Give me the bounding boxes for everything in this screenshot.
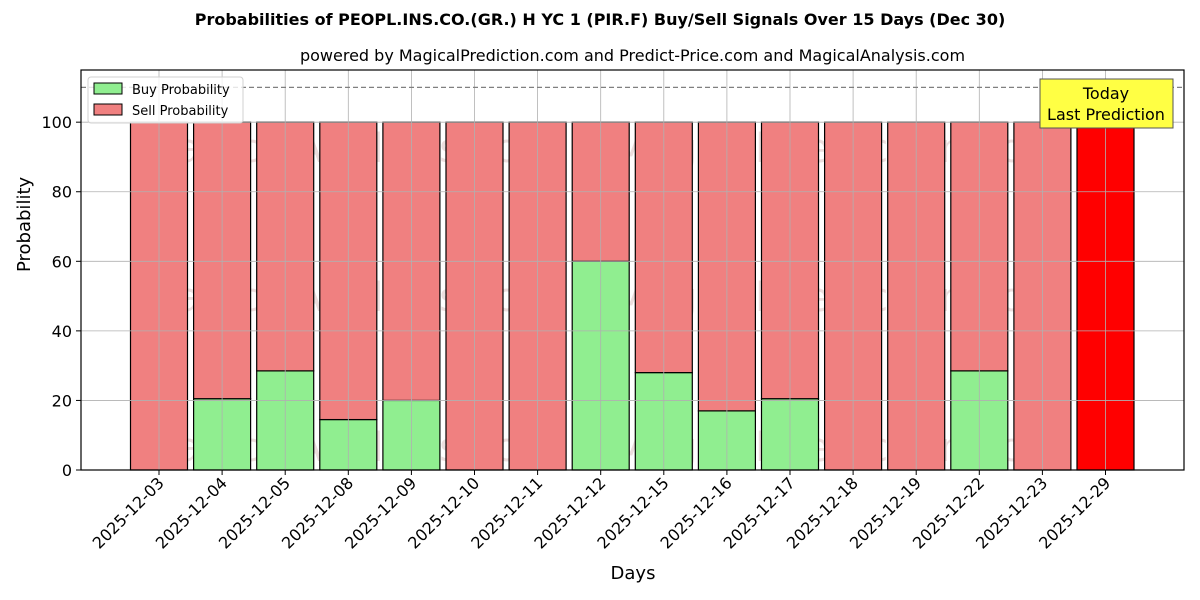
y-tick-label: 100 (41, 113, 72, 132)
y-tick-label: 60 (52, 252, 72, 271)
y-tick-label: 40 (52, 322, 72, 341)
chart-title: Probabilities of PEOPL.INS.CO.(GR.) H YC… (194, 10, 1006, 29)
grid-lines (81, 70, 1184, 471)
y-tick-label: 80 (52, 183, 72, 202)
legend-swatch (93, 103, 123, 116)
legend: Buy Probability Sell Probability (87, 76, 244, 124)
y-tick-label: 20 (52, 391, 72, 410)
last-prediction-label: Last Prediction (1047, 105, 1165, 124)
y-axis-label: Probability (14, 176, 35, 272)
x-axis-label: Days (610, 563, 656, 584)
y-tick-label: 0 (62, 461, 72, 480)
plot-frame (80, 69, 1185, 471)
today-annotation-box (1039, 78, 1174, 129)
today-annotation: Today Last Prediction (1039, 78, 1174, 129)
legend-swatch (93, 82, 123, 95)
today-label: Today (1082, 84, 1129, 103)
chart-subtitle: powered by MagicalPrediction.com and Pre… (299, 46, 966, 65)
legend-label: Buy Probability (132, 83, 230, 98)
legend-box (87, 76, 244, 124)
legend-label: Sell Probability (132, 104, 229, 119)
